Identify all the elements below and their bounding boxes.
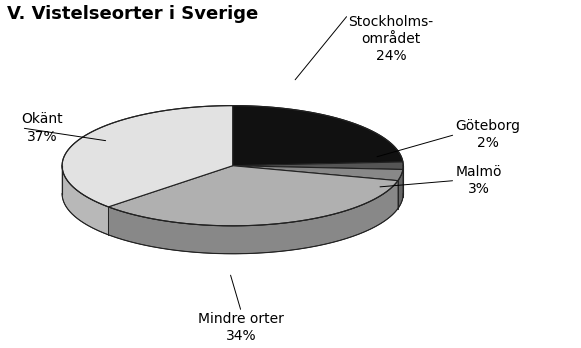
Polygon shape: [108, 181, 398, 254]
Polygon shape: [232, 162, 403, 169]
Text: Stockholms-
området
24%: Stockholms- området 24%: [349, 15, 433, 63]
Text: Malmö
3%: Malmö 3%: [456, 165, 502, 196]
Text: Göteborg
2%: Göteborg 2%: [456, 119, 521, 150]
Text: V. Vistelseorter i Sverige: V. Vistelseorter i Sverige: [7, 5, 259, 23]
Polygon shape: [232, 166, 403, 181]
Polygon shape: [232, 105, 403, 166]
Polygon shape: [398, 169, 403, 208]
Polygon shape: [108, 166, 398, 226]
Polygon shape: [62, 165, 108, 235]
Text: Okänt
37%: Okänt 37%: [21, 112, 63, 144]
Text: Mindre orter
34%: Mindre orter 34%: [199, 312, 284, 343]
Polygon shape: [62, 105, 232, 207]
